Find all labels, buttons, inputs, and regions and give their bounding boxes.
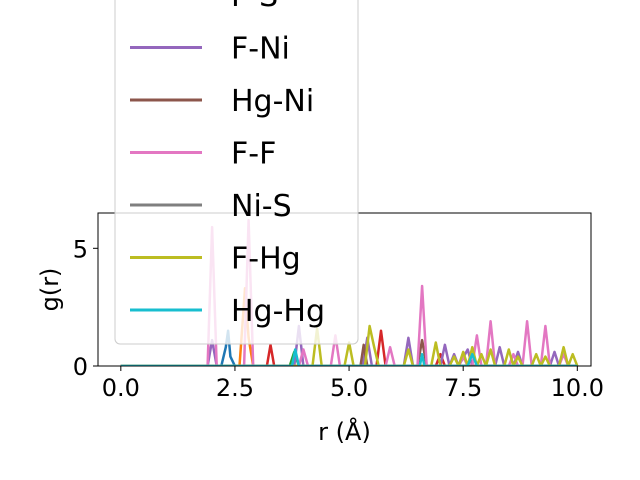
legend-label: Hg-Hg xyxy=(231,294,325,329)
x-tick-label: 0.0 xyxy=(102,374,140,402)
legend-entry: Ni-S xyxy=(130,189,292,224)
y-tick-label: 5 xyxy=(73,235,88,263)
legend-label: F-S xyxy=(231,0,278,14)
legend-entry: F-S xyxy=(231,0,278,14)
x-axis-ticks: 0.0 2.5 5.0 7.5 10.0 xyxy=(102,366,604,402)
legend-label: Hg-Ni xyxy=(231,84,314,119)
legend-entry: Hg-Ni xyxy=(130,84,314,119)
x-axis-label: r (Å) xyxy=(318,417,371,446)
legend-label: F-F xyxy=(231,137,276,172)
legend: F-S F-Ni Hg-Ni F-F Ni-S F-Hg Hg-Hg xyxy=(114,0,359,345)
y-tick-label: 0 xyxy=(73,353,88,381)
y-axis-label: g(r) xyxy=(36,268,64,312)
legend-entry: F-Hg xyxy=(130,242,301,277)
legend-label: Ni-S xyxy=(231,189,292,224)
x-tick-label: 10.0 xyxy=(551,374,604,402)
legend-label: F-Ni xyxy=(231,32,290,67)
legend-entry: F-F xyxy=(130,137,276,172)
legend-label: F-Hg xyxy=(231,242,301,277)
y-axis-ticks: 05 xyxy=(73,235,98,381)
x-tick-label: 5.0 xyxy=(330,374,368,402)
series-line-hg-hg xyxy=(120,348,578,366)
legend-entry: Hg-Hg xyxy=(130,294,325,329)
x-tick-label: 2.5 xyxy=(216,374,254,402)
legend-entry: F-Ni xyxy=(130,32,290,67)
x-tick-label: 7.5 xyxy=(444,374,482,402)
series-line-f-f xyxy=(120,218,578,366)
